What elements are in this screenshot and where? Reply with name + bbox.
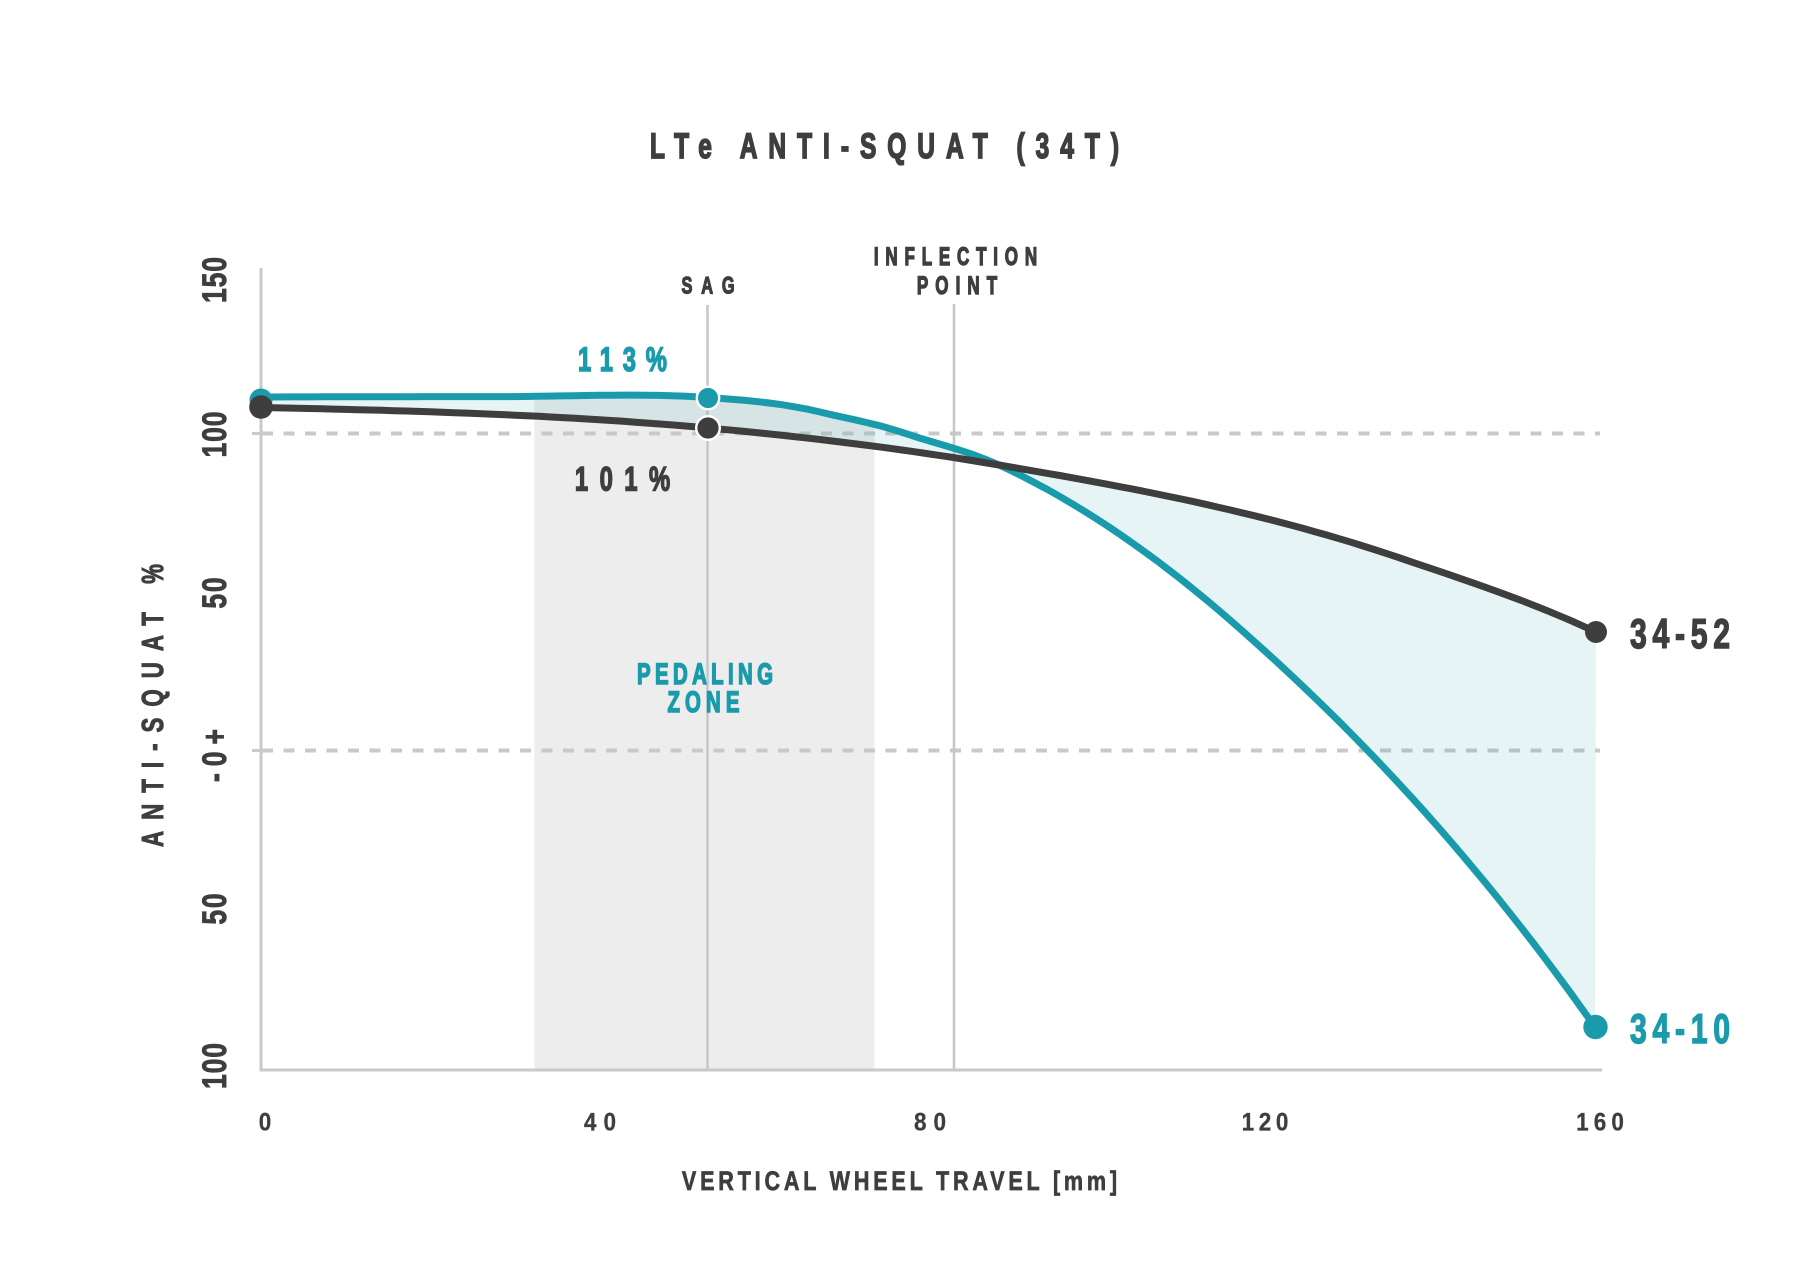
svg-text:0: 0 — [259, 1108, 272, 1136]
svg-text:PEDALING: PEDALING — [637, 658, 773, 691]
svg-text:34-52: 34-52 — [1630, 610, 1730, 657]
svg-text:SAG: SAG — [681, 272, 734, 299]
svg-text:VERTICAL WHEEL TRAVEL [mm]: VERTICAL WHEEL TRAVEL [mm] — [682, 1167, 1117, 1197]
svg-text:150: 150 — [196, 257, 234, 303]
svg-text:160: 160 — [1576, 1108, 1624, 1136]
svg-text:-0+: -0+ — [196, 729, 234, 782]
svg-text:34-10: 34-10 — [1630, 1005, 1730, 1052]
svg-text:120: 120 — [1242, 1108, 1289, 1136]
svg-text:100: 100 — [196, 1043, 234, 1089]
svg-text:100: 100 — [196, 411, 234, 457]
